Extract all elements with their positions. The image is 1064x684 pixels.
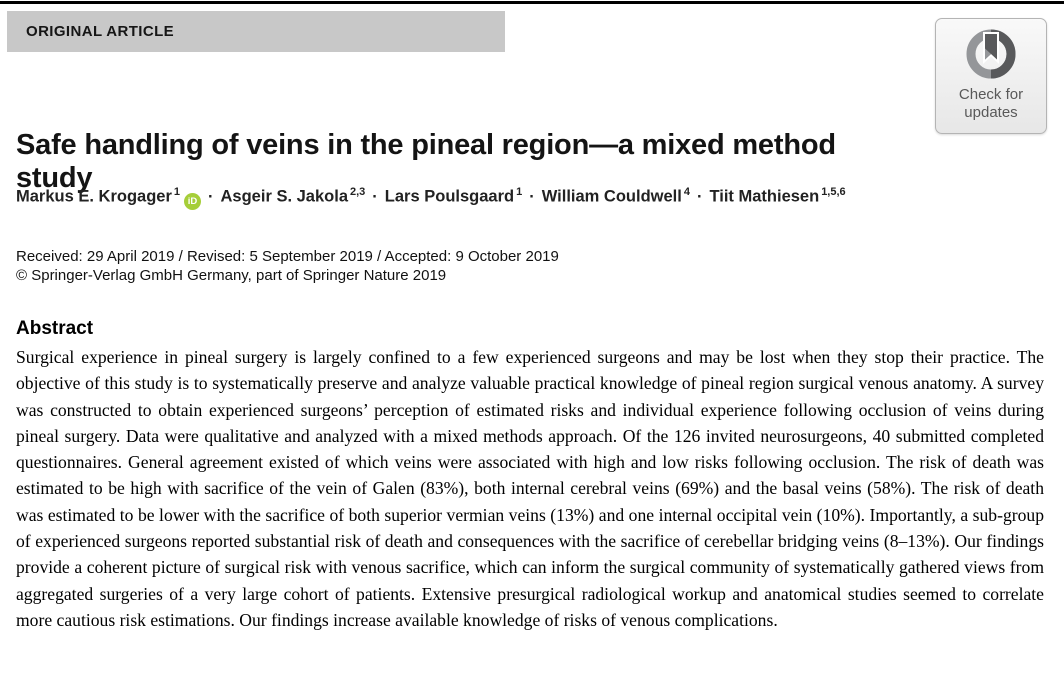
author-affiliation-sup: 1 [173, 186, 181, 198]
author-separator: · [529, 187, 535, 206]
abstract-heading: Abstract [16, 318, 94, 339]
check-for-updates-label: Check for updates [958, 86, 1024, 121]
copyright-notice: © Springer-Verlag GmbH Germany, part of … [16, 267, 447, 284]
author-separator: · [696, 187, 703, 206]
author-affiliation-sup: 2,3 [350, 186, 366, 198]
author-separator: · [208, 187, 214, 206]
crossmark-icon [966, 29, 1016, 79]
article-category-banner: ORIGINAL ARTICLE [7, 11, 505, 52]
author-name: Markus E. Krogager [16, 187, 172, 206]
article-title: Safe handling of veins in the pineal reg… [16, 129, 836, 195]
author-name: William Couldwell [541, 187, 682, 206]
author-affiliation-sup: 4 [683, 186, 690, 198]
top-rule [0, 1, 1064, 4]
author-separator: · [372, 187, 378, 206]
author-name: Asgeir S. Jakola [220, 187, 348, 206]
article-category-label: ORIGINAL ARTICLE [26, 23, 175, 40]
author-list: Markus E. Krogager 1iD · Asgeir S. Jakola 2,… [16, 186, 1016, 210]
author-affiliation-sup: 1 [516, 186, 523, 198]
check-for-updates-button[interactable]: Check for updates [935, 18, 1047, 134]
orcid-icon[interactable]: iD [184, 192, 202, 210]
author-name: Lars Poulsgaard [384, 187, 515, 206]
author-name: Tiit Mathiesen [709, 187, 820, 206]
article-history: Received: 29 April 2019 / Revised: 5 Sep… [16, 248, 559, 265]
author-affiliation-sup: 1,5,6 [821, 186, 846, 198]
abstract-text: Surgical experience in pineal surgery is… [16, 347, 1044, 630]
